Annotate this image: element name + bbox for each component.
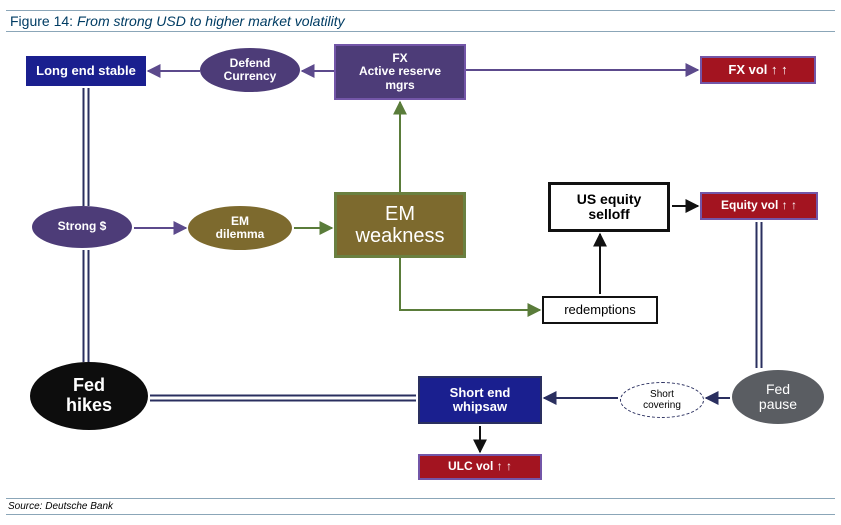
node-em-weakness: EM weakness [334,192,466,258]
figure-number: Figure 14: [10,13,73,29]
node-strong-usd: Strong $ [32,206,132,248]
node-ulc-vol: ULC vol ↑ ↑ [418,454,542,480]
node-fed-hikes: Fed hikes [30,362,148,430]
node-defend-currency: Defend Currency [200,48,300,92]
node-long-end-stable: Long end stable [26,56,146,86]
node-redemptions: redemptions [542,296,658,324]
figure-source: Source: Deutsche Bank [6,498,835,515]
figure-title-text: From strong USD to higher market volatil… [77,13,345,29]
node-fed-pause: Fed pause [732,370,824,424]
node-fx-vol: FX vol ↑ ↑ [700,56,816,84]
node-us-equity-selloff: US equity selloff [548,182,670,232]
node-short-end-whipsaw: Short end whipsaw [418,376,542,424]
node-fx-mgrs: FX Active reserve mgrs [334,44,466,100]
node-equity-vol: Equity vol ↑ ↑ [700,192,818,220]
node-em-dilemma: EM dilemma [188,206,292,250]
figure-title: Figure 14: From strong USD to higher mar… [6,10,835,32]
node-short-covering: Short covering [620,382,704,418]
